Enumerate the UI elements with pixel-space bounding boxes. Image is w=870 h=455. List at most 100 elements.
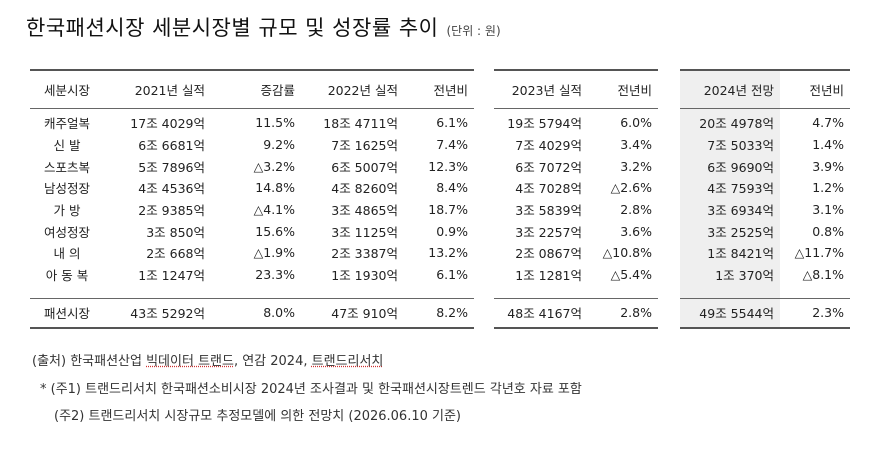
table-row: 신 발 6조 6681억 9.2% xyxy=(30,134,301,156)
table-row: 캐주얼복 17조 4029억 11.5% xyxy=(30,109,301,134)
segment-cell: 내 의 xyxy=(53,246,81,262)
value-cell: 1조 8421억 xyxy=(680,242,780,264)
rate-cell: 6.1% xyxy=(436,115,468,131)
value-cell: 1조 1281억 xyxy=(515,268,582,284)
value-cell: 3조 850억 xyxy=(146,224,205,240)
rate-cell: 3.4% xyxy=(620,137,652,153)
separator-row xyxy=(494,285,658,299)
separator-cell xyxy=(211,285,301,299)
table-row: 20조 4978억 4.7% xyxy=(680,108,850,134)
value-cell: 6조 5007억 xyxy=(331,159,398,175)
note-2: (주2) 트랜드리서치 시장규모 추정모델에 의한 전망치 (2026.06.1… xyxy=(54,409,461,424)
table-row: 3조 5839억 2.8% xyxy=(494,199,658,221)
table-row: 6조 9690억 3.9% xyxy=(680,155,850,178)
rate-header: 증감률 xyxy=(211,69,301,109)
total-value: 43조 5292억 xyxy=(104,298,211,329)
rate-cell: 3.9% xyxy=(812,158,844,174)
value-cell: 3조 2257억 xyxy=(515,224,582,240)
value-cell: 19조 5794억 xyxy=(507,116,582,132)
value-cell: 1조 1930억 xyxy=(331,268,398,284)
value-cell: 17조 4029억 xyxy=(130,116,205,132)
value-cell: 2조 9385억 xyxy=(138,203,205,219)
rate-cell: 8.4% xyxy=(436,180,468,196)
value-cell: 5조 7896억 xyxy=(138,159,205,175)
table-2021: 세분시장 2021년 실적 증감률 캐주얼복 17조 4029억 11.5% 신 발 6… xyxy=(30,69,301,329)
rate-cell: 11.5% xyxy=(255,115,295,131)
value-cell: 2조 668억 xyxy=(146,246,205,262)
unit-label: (단위 : 원) xyxy=(446,24,501,38)
value-cell: 2조 0867억 xyxy=(515,246,582,262)
table-2024: 2024년 전망 전년비 20조 4978억 4.7% 7조 5033억 1.4% 6조… xyxy=(680,69,850,329)
value-cell: 4조 7028억 xyxy=(515,181,582,197)
table-row: 3조 1125억 0.9% xyxy=(298,220,474,242)
table-row: 7조 4029억 3.4% xyxy=(494,134,658,156)
value-header: 2024년 전망 xyxy=(680,69,780,109)
value-cell: 2조 3387억 xyxy=(331,246,398,262)
table-row: 7조 1625억 7.4% xyxy=(298,134,474,156)
rate-cell: 7.4% xyxy=(436,137,468,153)
rate-cell: △8.1% xyxy=(802,267,844,283)
table-row: 2조 0867억 △10.8% xyxy=(494,242,658,264)
table-2022: 2022년 실적 전년비 18조 4711억 6.1% 7조 1625억 7.4% 6조… xyxy=(298,69,474,329)
segment-cell: 캐주얼복 xyxy=(43,116,90,132)
total-value: 49조 5544억 xyxy=(680,298,780,329)
separator-cell xyxy=(298,285,404,299)
rate-header: 전년비 xyxy=(780,69,850,109)
total-label: 패션시장 xyxy=(30,298,104,329)
separator-cell xyxy=(588,285,658,299)
table-2023: 2023년 실적 전년비 19조 5794억 6.0% 7조 4029억 3.4% 6조… xyxy=(494,69,658,329)
total-row: 49조 5544억 2.3% xyxy=(680,298,850,329)
table-row: 4조 7593억 1.2% xyxy=(680,177,850,199)
total-rate: 2.3% xyxy=(780,298,850,329)
table-row: 남성정장 4조 4536억 14.8% xyxy=(30,177,301,199)
table-row: 1조 1281억 △5.4% xyxy=(494,264,658,286)
table-row: 1조 370억 △8.1% xyxy=(680,263,850,286)
table-row: 7조 5033억 1.4% xyxy=(680,133,850,156)
rate-cell: 14.8% xyxy=(255,180,295,196)
rate-header: 전년비 xyxy=(588,69,658,109)
source-underlined-2: 트랜드리서치 xyxy=(311,354,384,369)
value-cell: 6조 6681억 xyxy=(138,138,205,154)
table-row: 19조 5794억 6.0% xyxy=(494,109,658,134)
table-row: 내 의 2조 668억 △1.9% xyxy=(30,242,301,264)
segment-cell: 가 방 xyxy=(53,203,81,219)
segment-cell: 여성정장 xyxy=(43,224,90,240)
rate-cell: △5.4% xyxy=(610,267,652,283)
segment-cell: 스포츠복 xyxy=(43,159,90,175)
page-title: 한국패션시장 세분시장별 규모 및 성장률 추이 (단위 : 원) xyxy=(26,12,501,42)
value-cell: 1조 1247억 xyxy=(138,268,205,284)
separator-row xyxy=(30,285,301,299)
value-header: 2023년 실적 xyxy=(494,69,588,109)
value-cell: 3조 2525억 xyxy=(680,220,780,243)
value-cell: 1조 370억 xyxy=(680,263,780,286)
rate-cell: 13.2% xyxy=(428,245,468,261)
rate-cell: △2.6% xyxy=(610,180,652,196)
value-cell: 3조 5839억 xyxy=(515,203,582,219)
total-value: 48조 4167억 xyxy=(494,298,588,329)
separator-row xyxy=(680,285,850,299)
source-mid: , 연감 2024, xyxy=(233,354,312,369)
title-text: 한국패션시장 세분시장별 규모 및 성장률 추이 xyxy=(26,16,439,40)
value-cell: 6조 7072억 xyxy=(515,159,582,175)
rate-cell: 12.3% xyxy=(428,158,468,174)
note-1: * (주1) 트랜드리서치 한국패션소비시장 2024년 조사결과 및 한국패션… xyxy=(40,382,582,397)
table-row: 18조 4711억 6.1% xyxy=(298,109,474,134)
source-underlined: 빅데이터 트랜드 xyxy=(146,354,234,369)
value-cell: 4조 7593억 xyxy=(680,177,780,199)
value-cell: 20조 4978억 xyxy=(680,108,780,134)
rate-cell: 3.2% xyxy=(620,158,652,174)
value-cell: 6조 9690억 xyxy=(680,155,780,178)
rate-cell: 2.8% xyxy=(620,202,652,218)
total-value: 47조 910억 xyxy=(298,298,404,329)
value-cell: 3조 4865억 xyxy=(331,203,398,219)
segment-cell: 신 발 xyxy=(53,138,81,154)
value-header: 2022년 실적 xyxy=(298,69,404,109)
table-row: 아 동 복 1조 1247억 23.3% xyxy=(30,264,301,286)
table-row: 3조 2257억 3.6% xyxy=(494,220,658,242)
separator-cell xyxy=(680,285,780,299)
total-rate: 8.0% xyxy=(211,298,301,329)
rate-cell: 0.9% xyxy=(436,223,468,239)
rate-cell: 1.4% xyxy=(812,137,844,153)
rate-cell: 6.1% xyxy=(436,267,468,283)
rate-cell: △1.9% xyxy=(253,245,295,261)
